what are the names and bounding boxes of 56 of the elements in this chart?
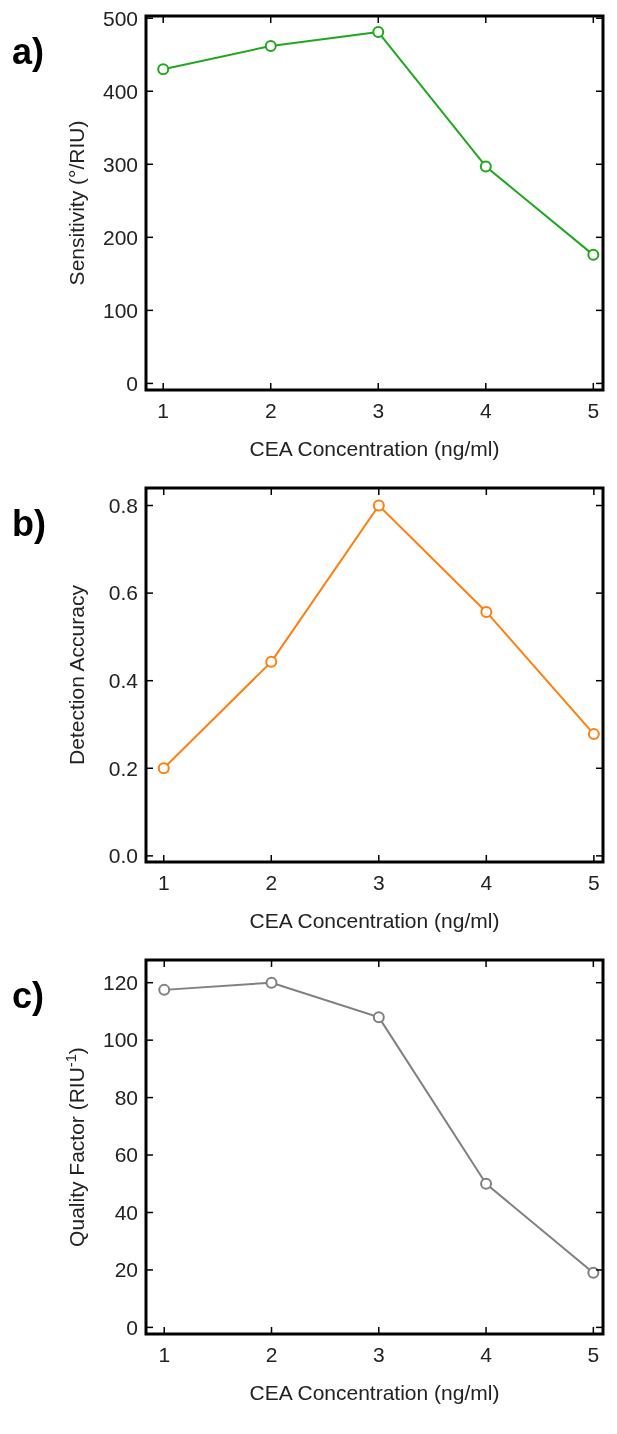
x-tick-label: 3 <box>372 1343 385 1366</box>
y-tick-label: 0 <box>126 371 138 395</box>
y-tick-label: 0.2 <box>108 756 138 780</box>
x-tick-label: 2 <box>264 399 277 422</box>
point <box>264 39 277 52</box>
point <box>265 655 278 668</box>
point <box>479 160 492 173</box>
point <box>480 605 493 618</box>
y-tick-label: 0.6 <box>108 581 138 605</box>
y-tick-label: 100 <box>102 1028 138 1052</box>
x-tick-label: 5 <box>587 399 600 422</box>
x-tick-label: 1 <box>157 399 170 422</box>
x-tick-label: 4 <box>479 399 492 422</box>
y-axis-title: Detection Accuracy <box>65 584 88 765</box>
x-tick-label: 5 <box>587 1343 600 1366</box>
text: c) <box>12 975 45 1016</box>
x-axis-title: CEA Concentration (ng/ml) <box>249 1381 500 1404</box>
y-tick-label: 0 <box>126 1315 138 1339</box>
x-tick-label: 1 <box>158 1343 171 1366</box>
x-tick-label: 3 <box>372 871 385 894</box>
point <box>157 63 170 76</box>
x-tick-label: 2 <box>265 871 278 894</box>
point <box>587 728 600 741</box>
text: a) <box>12 31 45 72</box>
x-axis-title: CEA Concentration (ng/ml) <box>249 909 500 932</box>
point <box>265 976 278 989</box>
text: b) <box>12 503 46 544</box>
y-tick-label: 0.4 <box>108 669 139 693</box>
point <box>372 499 385 512</box>
x-tick-label: 5 <box>588 871 600 894</box>
y-tick-label: 80 <box>114 1085 138 1109</box>
x-tick-label: 3 <box>372 399 385 422</box>
point <box>587 248 600 261</box>
x-tick-label: 2 <box>265 1343 278 1366</box>
y-tick-label: 40 <box>114 1200 138 1224</box>
point <box>157 762 170 775</box>
x-axis-title: CEA Concentration (ng/ml) <box>249 437 500 460</box>
y-tick-label: 60 <box>114 1143 138 1167</box>
y-tick-label: 100 <box>102 298 138 322</box>
point <box>480 1177 493 1190</box>
y-tick-label: 200 <box>102 225 138 249</box>
x-tick-label: 4 <box>480 871 493 894</box>
y-tick-label: 0.0 <box>108 844 138 868</box>
y-axis-title: Sensitivity (°/RIU) <box>65 120 88 286</box>
point <box>372 26 385 39</box>
point <box>372 1011 385 1024</box>
point <box>158 983 171 996</box>
y-tick-label: 500 <box>102 6 138 30</box>
y-tick-label: 300 <box>102 152 138 176</box>
y-tick-label: 120 <box>102 971 138 995</box>
y-tick-label: 400 <box>102 79 138 103</box>
y-tick-label: 0.8 <box>108 493 138 517</box>
x-tick-label: 1 <box>157 871 170 894</box>
x-tick-label: 4 <box>480 1343 493 1366</box>
y-tick-label: 20 <box>114 1258 138 1282</box>
point <box>587 1266 600 1279</box>
